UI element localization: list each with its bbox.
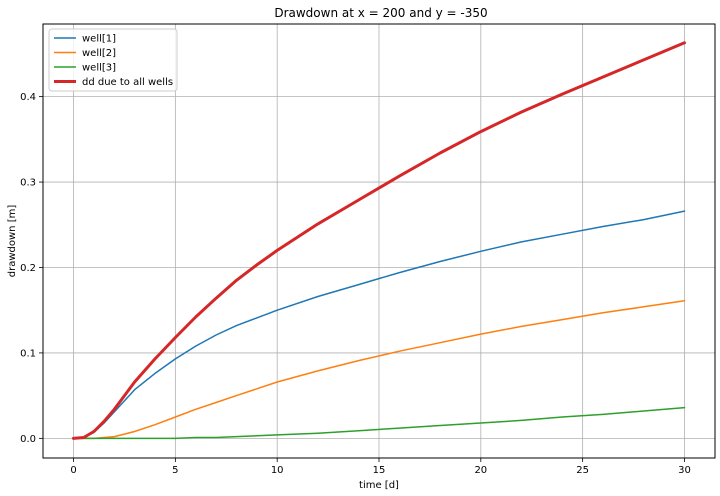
x-axis-ticks: 0 5 10 15 20 25 30 [70,458,691,476]
legend-entry-3: well[3] [82,63,116,74]
y-tick-label: 0.0 [20,434,36,445]
x-tick-label: 5 [172,465,178,476]
legend-entry-2: well[2] [82,48,116,59]
y-axis-label: drawdown [m] [7,205,18,278]
series-line-2 [72,300,686,440]
y-tick-label: 0.1 [20,348,36,359]
y-tick-label: 0.4 [20,92,36,103]
x-axis-label: time [d] [359,480,399,491]
x-tick-label: 10 [271,465,284,476]
x-tick-label: 25 [576,465,589,476]
series-line-4 [72,41,686,440]
y-axis-ticks: 0.0 0.1 0.2 0.3 0.4 [20,92,43,445]
series-lines [72,41,686,440]
x-tick-label: 15 [373,465,386,476]
legend-entry-4: dd due to all wells [82,77,173,88]
series-line-3 [72,406,686,440]
legend-entry-1: well[1] [82,34,116,45]
y-tick-label: 0.3 [20,178,36,189]
y-tick-label: 0.2 [20,263,36,274]
x-tick-label: 20 [474,465,487,476]
legend-box [48,28,178,92]
x-tick-label: 30 [678,465,691,476]
legend: well[1] well[2] well[3] dd due to all wells [48,28,178,92]
chart-title: Drawdown at x = 200 and y = -350 [274,6,487,20]
series-line-1 [72,210,686,440]
x-tick-label: 0 [70,465,76,476]
